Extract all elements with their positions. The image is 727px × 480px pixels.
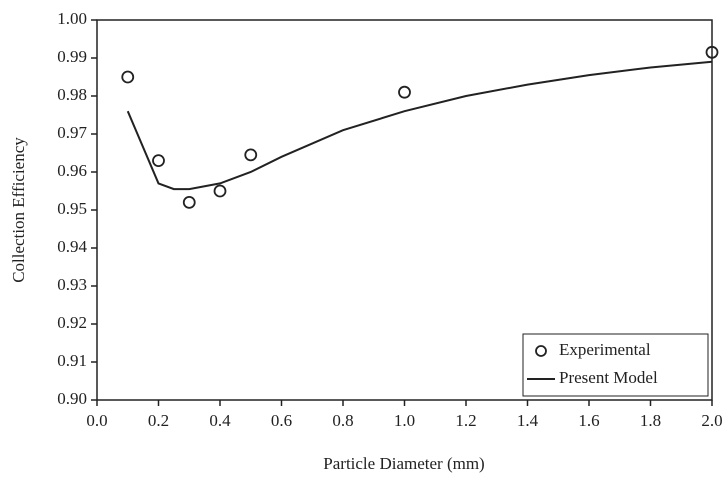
y-tick-label: 0.99 (57, 47, 87, 66)
y-tick-label: 0.95 (57, 199, 87, 218)
x-tick-label: 1.4 (517, 411, 539, 430)
y-tick-label: 0.97 (57, 123, 87, 142)
x-tick-label: 0.6 (271, 411, 292, 430)
x-axis-label: Particle Diameter (mm) (323, 454, 484, 473)
data-point (213, 184, 227, 198)
data-point (182, 195, 196, 209)
legend-marker (535, 345, 547, 357)
data-point (244, 148, 258, 162)
y-tick-label: 0.91 (57, 351, 87, 370)
data-point (398, 85, 411, 99)
model-line (126, 60, 713, 191)
y-tick-label: 0.94 (57, 237, 87, 256)
x-tick-label: 1.6 (578, 411, 599, 430)
x-tick-label: 0.4 (209, 411, 231, 430)
x-tick-label: 1.2 (455, 411, 476, 430)
x-tick-label: 1.8 (640, 411, 661, 430)
data-point (705, 45, 719, 59)
x-tick-label: 1.0 (394, 411, 415, 430)
x-tick-label: 0.2 (148, 411, 169, 430)
y-tick-label: 0.93 (57, 275, 87, 294)
y-tick-label: 1.00 (57, 9, 87, 28)
x-tick-label: 2.0 (701, 411, 722, 430)
legend-label: Experimental (559, 340, 651, 359)
x-tick-label: 0.8 (332, 411, 353, 430)
y-axis-label: Collection Efficiency (9, 137, 28, 283)
y-tick-label: 0.98 (57, 85, 87, 104)
legend-box (522, 333, 709, 397)
legend-label: Present Model (559, 368, 658, 387)
data-point (121, 70, 135, 84)
data-point (152, 154, 165, 168)
x-tick-label: 0.0 (86, 411, 107, 430)
y-tick-label: 0.92 (57, 313, 87, 332)
y-tick-label: 0.96 (57, 161, 87, 180)
y-tick-label: 0.90 (57, 389, 87, 408)
